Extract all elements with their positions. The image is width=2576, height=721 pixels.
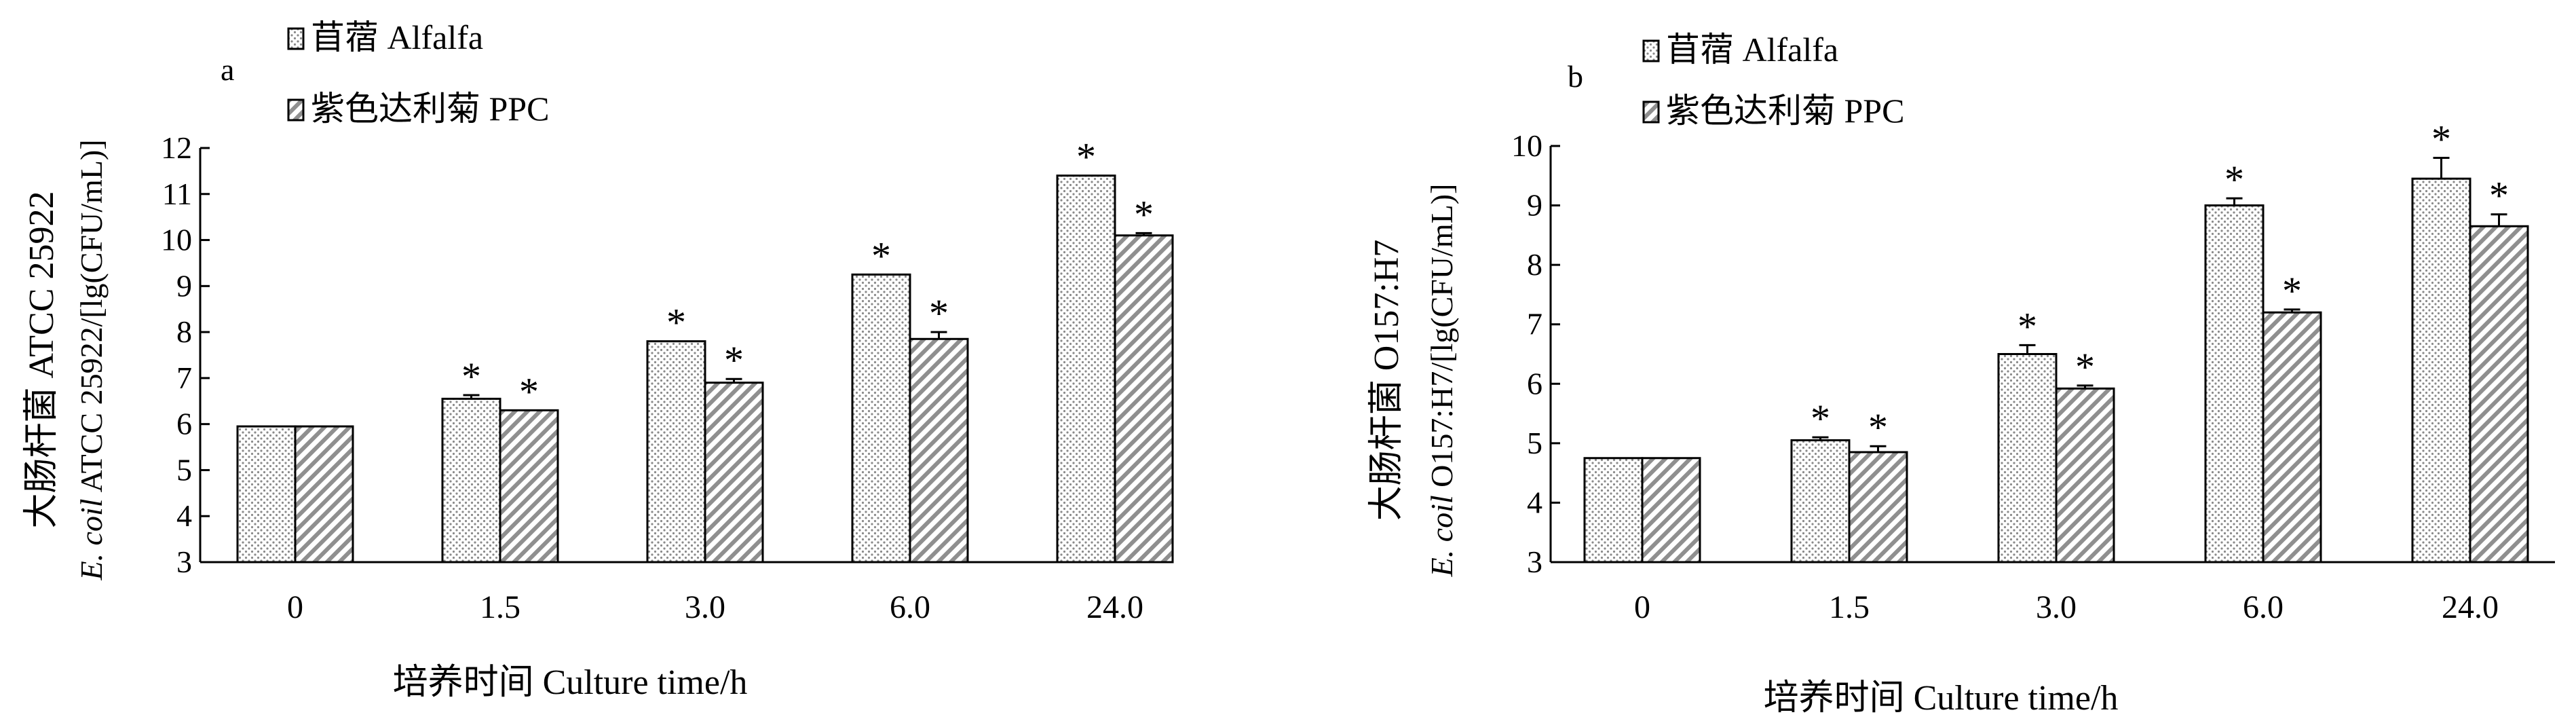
significance-marker-a: * <box>724 338 744 382</box>
bar-ppc-b <box>2262 311 2322 563</box>
bar-alfalfa-b <box>1583 457 1644 563</box>
significance-marker-a: * <box>1076 135 1096 179</box>
legend-label-alfalfa-b: 苜蓿 Alfalfa <box>1666 31 1838 69</box>
y-axis-label-cn-text-b: 大肠杆菌 O157:H7 <box>1367 240 1406 521</box>
x-tick-label-a: 0 <box>287 589 303 625</box>
y-tick-label-b: 6 <box>1527 366 1542 401</box>
legend-swatch-ppc-a <box>287 98 305 122</box>
bar-ppc-b <box>1848 451 1908 563</box>
bar-ppc-a <box>1114 234 1174 563</box>
plot-area-b: 3 4 5 6 7 8 9 10 0 * * 1.5 * * 3.0 * * 6.0 * * 24.0 <box>1511 117 2555 625</box>
y-tick-label-a: 10 <box>161 223 192 257</box>
significance-marker-b: * <box>2224 158 2244 202</box>
bar-alfalfa-a <box>236 425 297 563</box>
bar-alfalfa-a <box>646 340 706 563</box>
plot-area-a: 3 4 5 6 7 8 9 10 11 12 0 * * 1.5 * * 3.0 * * 6.0 * * 24.0 <box>161 130 1174 625</box>
legend-label-ppc-a: 紫色达利菊 PPC <box>311 90 549 128</box>
bar-ppc-a <box>909 337 969 563</box>
y-axis-label-cn-b: 大肠杆菌 O157:H7 <box>1367 240 1406 521</box>
legend-label-ppc-b: 紫色达利菊 PPC <box>1666 92 1904 130</box>
x-tick-label-a: 6.0 <box>890 589 930 625</box>
y-axis-label-italic-a: E. coil <box>74 498 109 580</box>
y-tick-label-a: 11 <box>162 177 192 211</box>
x-tick-label-b: 24.0 <box>2442 589 2499 625</box>
significance-marker-b: * <box>2489 174 2509 218</box>
chart-panel-a: a 苜蓿 Alfalfa 紫色达利菊 PPC 大肠杆菌 ATCC 25922 E… <box>22 18 1174 702</box>
legend-label-alfalfa-a: 苜蓿 Alfalfa <box>311 18 483 56</box>
y-tick-label-b: 10 <box>1511 128 1542 163</box>
significance-marker-b: * <box>2431 117 2451 162</box>
y-tick-label-a: 4 <box>176 498 192 533</box>
y-axis-label-cn-a: 大肠杆菌 ATCC 25922 <box>22 191 61 529</box>
x-tick-label-b: 0 <box>1634 589 1650 625</box>
significance-marker-b: * <box>2075 345 2095 389</box>
x-tick-label-a: 1.5 <box>480 589 520 625</box>
y-axis-label-italic-b: E. coil <box>1424 495 1459 577</box>
significance-marker-b: * <box>2018 304 2037 348</box>
y-axis-label-unit-b: O157:H7/[lg(CFU/mL)] <box>1424 184 1459 496</box>
panel-label-a: a <box>221 52 234 87</box>
significance-marker-a: * <box>519 369 539 413</box>
y-tick-label-b: 7 <box>1527 307 1542 341</box>
x-tick-label-b: 1.5 <box>1829 589 1870 625</box>
significance-marker-b: * <box>1811 396 1830 441</box>
x-tick-label-a: 24.0 <box>1086 589 1143 625</box>
bar-ppc-b <box>2469 225 2529 563</box>
bar-alfalfa-b <box>2411 177 2471 563</box>
panel-label-b: b <box>1568 59 1583 94</box>
y-tick-label-b: 5 <box>1527 426 1542 460</box>
significance-marker-a: * <box>1134 192 1154 236</box>
y-tick-label-b: 3 <box>1527 544 1542 579</box>
y-axis-label-unit-a: ATCC 25922/[lg(CFU/mL)] <box>74 139 109 498</box>
bar-ppc-b <box>1641 457 1701 563</box>
legend-b: 苜蓿 Alfalfa 紫色达利菊 PPC <box>1642 31 1904 130</box>
legend-swatch-alfalfa-b <box>1642 39 1660 62</box>
y-axis-label-cn-text-a: 大肠杆菌 ATCC 25922 <box>22 191 61 529</box>
bar-ppc-a <box>704 382 764 563</box>
significance-marker-a: * <box>871 234 891 278</box>
legend-swatch-alfalfa-a <box>287 27 305 50</box>
y-axis-label-en-a: E. coil ATCC 25922/[lg(CFU/mL)] <box>74 139 109 580</box>
bar-alfalfa-a <box>851 273 911 563</box>
bar-alfalfa-b <box>2204 204 2265 563</box>
bar-ppc-a <box>294 425 354 563</box>
bar-alfalfa-a <box>441 397 501 563</box>
significance-marker-a: * <box>461 354 481 399</box>
y-tick-label-b: 4 <box>1527 485 1542 519</box>
bar-alfalfa-a <box>1056 174 1116 563</box>
y-tick-label-a: 7 <box>176 360 192 395</box>
significance-marker-b: * <box>2282 269 2302 313</box>
significance-marker-b: * <box>1868 405 1888 449</box>
y-tick-label-a: 9 <box>176 268 192 303</box>
x-axis-label-a: 培养时间 Culture time/h <box>393 663 748 702</box>
bar-alfalfa-b <box>1997 353 2058 563</box>
x-axis-label-b: 培养时间 Culture time/h <box>1764 679 2119 718</box>
y-tick-label-a: 5 <box>176 452 192 487</box>
bar-ppc-b <box>2055 387 2115 563</box>
y-axis-label-en-b: E. coil O157:H7/[lg(CFU/mL)] <box>1424 184 1459 578</box>
chart-panel-b: b 苜蓿 Alfalfa 紫色达利菊 PPC 大肠杆菌 O157:H7 E. c… <box>1367 31 2555 718</box>
legend-swatch-ppc-b <box>1642 100 1660 124</box>
y-tick-label-a: 3 <box>176 544 192 579</box>
x-tick-label-b: 6.0 <box>2243 589 2284 625</box>
legend-a: 苜蓿 Alfalfa 紫色达利菊 PPC <box>287 18 549 128</box>
y-tick-label-a: 6 <box>176 407 192 441</box>
significance-marker-a: * <box>666 301 686 345</box>
y-tick-label-a: 8 <box>176 314 192 349</box>
y-tick-label-b: 9 <box>1527 188 1542 223</box>
significance-marker-a: * <box>929 291 949 335</box>
x-tick-label-a: 3.0 <box>685 589 725 625</box>
y-tick-label-b: 8 <box>1527 247 1542 282</box>
x-tick-label-b: 3.0 <box>2036 589 2077 625</box>
bar-alfalfa-b <box>1790 439 1851 563</box>
y-tick-label-a: 12 <box>161 130 192 165</box>
bar-ppc-a <box>499 409 559 563</box>
